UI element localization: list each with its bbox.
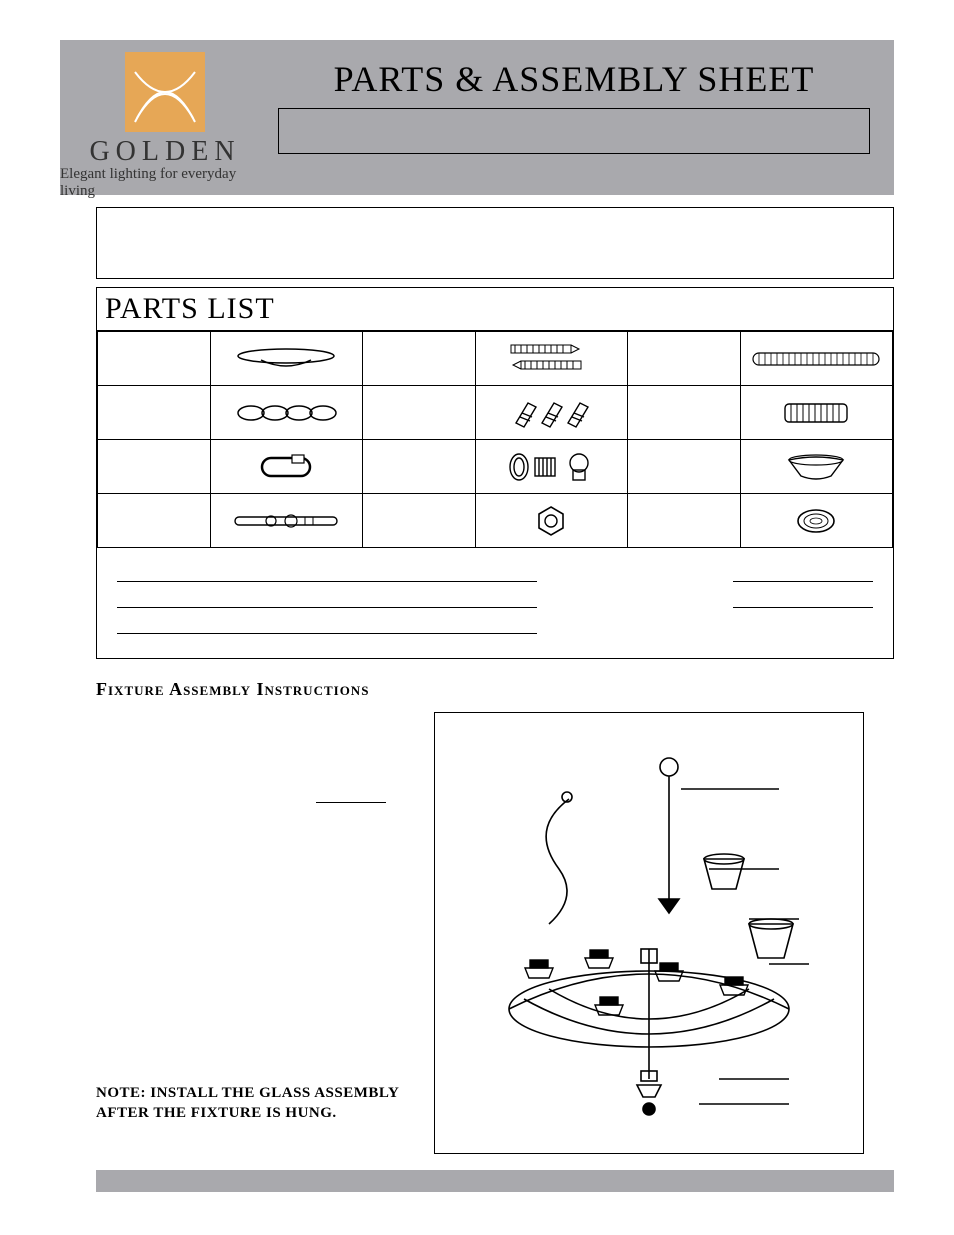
part-chain-icon	[210, 386, 362, 440]
part-label	[98, 332, 211, 386]
part-label	[362, 386, 475, 440]
part-label	[98, 386, 211, 440]
instructions-row: NOTE: INSTALL THE GLASS ASSEMBLY AFTER T…	[96, 712, 894, 1154]
table-row	[98, 440, 893, 494]
part-label	[362, 440, 475, 494]
instructions-heading: Fixture Assembly Instructions	[96, 679, 894, 700]
part-loop-hardware-icon	[475, 440, 627, 494]
spec-lines	[97, 548, 893, 658]
brand-name: GOLDEN	[89, 136, 240, 168]
part-label	[98, 494, 211, 548]
footer-bar	[96, 1170, 894, 1192]
instructions-text-col: NOTE: INSTALL THE GLASS ASSEMBLY AFTER T…	[96, 712, 416, 1154]
spec-row	[117, 588, 873, 608]
part-short-nipple-icon	[740, 386, 892, 440]
part-long-nipple-icon	[740, 332, 892, 386]
part-crossbar-icon	[210, 494, 362, 548]
part-screws-icon	[475, 332, 627, 386]
part-quicklink-icon	[210, 440, 362, 494]
part-label	[627, 494, 740, 548]
part-label	[627, 440, 740, 494]
spec-line-left	[117, 562, 537, 582]
header-banner: GOLDEN Elegant lighting for everyday liv…	[60, 40, 894, 195]
part-finial-icon	[740, 494, 892, 548]
install-note: NOTE: INSTALL THE GLASS ASSEMBLY AFTER T…	[96, 1083, 416, 1124]
part-hexnut-icon	[475, 494, 627, 548]
step-underline	[316, 802, 386, 803]
table-row	[98, 386, 893, 440]
spec-row	[117, 614, 873, 634]
title-block: PARTS & ASSEMBLY SHEET	[270, 40, 894, 154]
brand-logo-icon	[125, 52, 205, 132]
spec-row	[117, 562, 873, 582]
spec-line-left	[117, 614, 537, 634]
part-label	[627, 332, 740, 386]
part-glass-shade-icon	[740, 440, 892, 494]
assembly-diagram	[434, 712, 864, 1154]
chandelier-diagram-icon	[449, 749, 849, 1139]
part-wirenuts-icon	[475, 386, 627, 440]
spec-line-right	[733, 588, 873, 608]
part-label	[627, 386, 740, 440]
part-label	[362, 332, 475, 386]
model-box	[278, 108, 870, 154]
parts-list: PARTS LIST	[96, 287, 894, 659]
page-title: PARTS & ASSEMBLY SHEET	[278, 58, 870, 100]
part-label	[362, 494, 475, 548]
caution-box	[96, 207, 894, 279]
parts-list-title: PARTS LIST	[97, 288, 893, 331]
part-canopy-icon	[210, 332, 362, 386]
table-row	[98, 494, 893, 548]
brand-tagline: Elegant lighting for everyday living	[60, 166, 270, 200]
brand-logo-block: GOLDEN Elegant lighting for everyday liv…	[60, 40, 270, 200]
spec-line-left	[117, 588, 537, 608]
part-label	[98, 440, 211, 494]
table-row	[98, 332, 893, 386]
parts-table	[97, 331, 893, 548]
spec-line-right	[733, 562, 873, 582]
